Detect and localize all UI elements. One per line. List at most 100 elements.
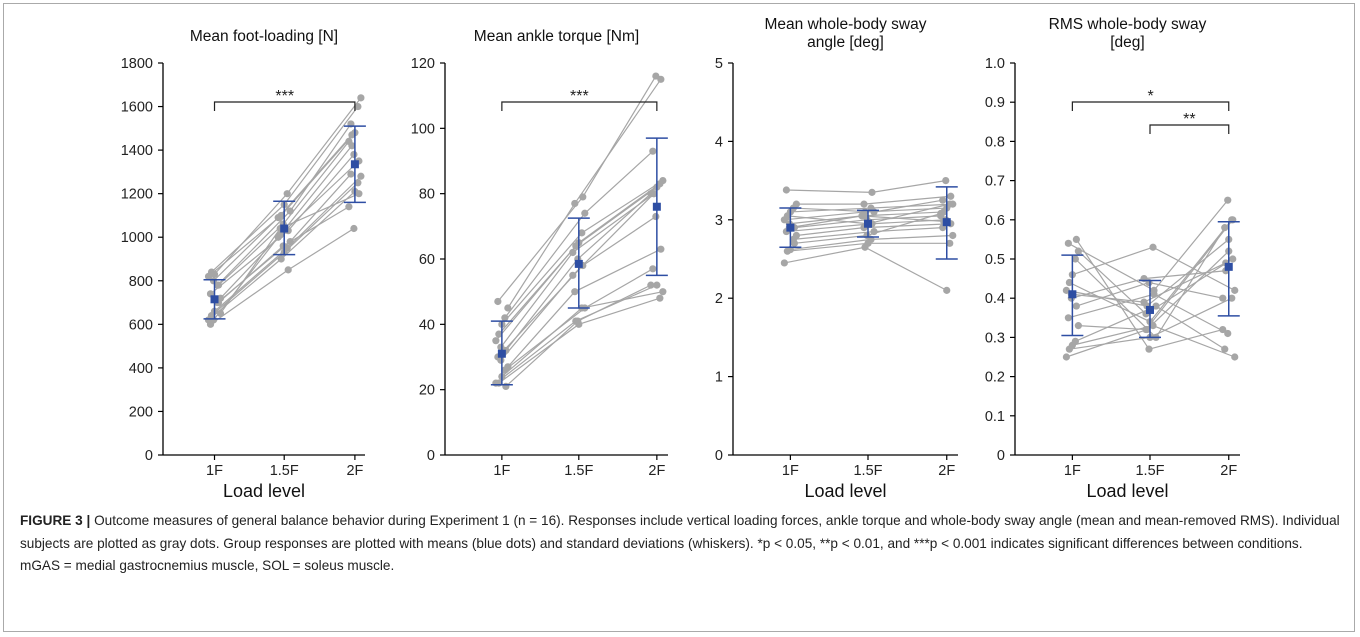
group-mean-marker <box>1146 305 1154 314</box>
subject-line <box>786 180 946 193</box>
significance-bracket <box>1071 101 1230 111</box>
y-tick-label: 0 <box>427 448 435 464</box>
x-tick-label: 1F <box>782 463 799 479</box>
subject-dot <box>213 281 222 289</box>
subject-dot <box>495 330 503 338</box>
subject-dot <box>274 233 282 241</box>
y-tick-label: 0.9 <box>985 95 1005 111</box>
subject-dot <box>649 147 657 155</box>
y-tick-label: 2 <box>715 291 723 307</box>
subject-dot <box>858 212 866 220</box>
subject-dot <box>497 356 505 364</box>
x-tick-label: 1.5F <box>1135 463 1164 479</box>
subject-dot <box>569 271 577 279</box>
group-mean-marker <box>1224 262 1233 271</box>
subject-dot <box>1064 314 1072 322</box>
chart-title-line: RMS whole-body sway <box>1049 16 1207 33</box>
subject-dot <box>659 177 667 185</box>
subject-dot <box>1142 325 1150 334</box>
subject-dot <box>355 190 363 198</box>
subject-line <box>495 284 658 384</box>
caption-label: FIGURE 3 | <box>20 513 91 528</box>
x-tick-label: 1F <box>493 463 510 479</box>
subject-dot <box>350 150 358 159</box>
x-tick-label: 1.5F <box>564 463 593 479</box>
significance-label: *** <box>570 88 589 105</box>
subject-dot <box>1224 329 1232 338</box>
subject-dot <box>216 309 225 318</box>
subject-dot <box>647 281 655 289</box>
y-tick-label: 0.4 <box>985 291 1005 307</box>
subject-dot <box>1231 353 1239 361</box>
subject-dot <box>1145 345 1153 353</box>
subject-dot <box>652 72 660 80</box>
subject-dot <box>492 337 500 345</box>
y-tick-label: 20 <box>419 383 435 399</box>
chart-title-line: Mean ankle torque [Nm] <box>474 28 639 45</box>
y-tick-label: 0.5 <box>985 252 1005 268</box>
subject-dot <box>350 224 358 233</box>
subject-dot <box>279 242 287 250</box>
y-tick-label: 600 <box>129 317 153 333</box>
significance-label: *** <box>275 88 294 105</box>
subject-dot <box>937 209 945 218</box>
subject-dot <box>357 172 365 180</box>
subject-dot <box>782 186 790 194</box>
y-tick-label: 0.7 <box>985 174 1005 190</box>
subject-dot <box>502 382 510 390</box>
subject-dot <box>494 297 502 306</box>
subject-dot <box>286 207 294 215</box>
y-tick-label: 1400 <box>121 143 153 159</box>
subject-dot <box>504 304 512 312</box>
y-tick-label: 0 <box>997 448 1005 464</box>
subject-dot <box>1219 325 1227 334</box>
y-tick-label: 40 <box>419 317 435 333</box>
subject-dot <box>357 94 365 102</box>
subject-dot <box>943 286 951 294</box>
y-tick-label: 1.0 <box>985 56 1005 72</box>
subject-dot <box>345 203 353 211</box>
subject-dot <box>1065 278 1073 287</box>
group-mean-marker <box>497 349 506 358</box>
caption-text: Outcome measures of general balance beha… <box>20 513 1340 573</box>
y-tick-label: 5 <box>715 56 723 72</box>
x-axis-label: Load level <box>1086 481 1168 501</box>
subject-dot <box>792 200 800 208</box>
y-tick-label: 400 <box>129 361 153 377</box>
y-tick-label: 1000 <box>121 230 153 246</box>
subject-line <box>1072 325 1235 358</box>
subject-dot <box>1228 294 1236 302</box>
x-axis-label: Load level <box>804 481 886 501</box>
subject-dot <box>497 343 505 351</box>
y-tick-label: 200 <box>129 404 153 420</box>
subject-dot <box>581 209 589 217</box>
subject-dot <box>574 317 582 325</box>
y-tick-label: 60 <box>419 252 435 268</box>
chart-panel-4: RMS whole-body sway[deg] 0 0.1 0.2 0.3 0.4 0.5… <box>985 16 1240 501</box>
subject-dot <box>571 288 579 296</box>
subject-dot <box>1149 243 1157 251</box>
group-mean-marker <box>652 202 661 211</box>
subject-dot <box>1221 224 1229 232</box>
group-mean-marker <box>864 219 872 228</box>
y-tick-label: 1800 <box>121 56 153 72</box>
y-tick-label: 1 <box>715 370 723 386</box>
subject-dot <box>1072 302 1080 310</box>
x-tick-label: 2F <box>938 463 955 479</box>
chart-panel-1: Mean foot-loading [N] 0 200 400 600 800 1000 12… <box>121 28 366 501</box>
subject-dot <box>653 281 661 289</box>
subject-dot <box>863 231 871 240</box>
group-mean-marker <box>574 259 583 268</box>
subject-dot <box>504 363 512 371</box>
x-tick-label: 1F <box>1064 463 1081 479</box>
significance-label: ** <box>1183 111 1195 128</box>
y-tick-label: 3 <box>715 213 723 229</box>
x-tick-label: 1.5F <box>270 463 299 479</box>
chart-title-line: Mean whole-body sway <box>765 16 927 33</box>
subject-dot <box>578 229 586 237</box>
subject-dot <box>347 170 355 178</box>
subject-dot <box>1219 294 1227 302</box>
subject-dot <box>649 265 657 273</box>
subject-dot <box>946 239 954 247</box>
y-tick-label: 1200 <box>121 187 153 203</box>
